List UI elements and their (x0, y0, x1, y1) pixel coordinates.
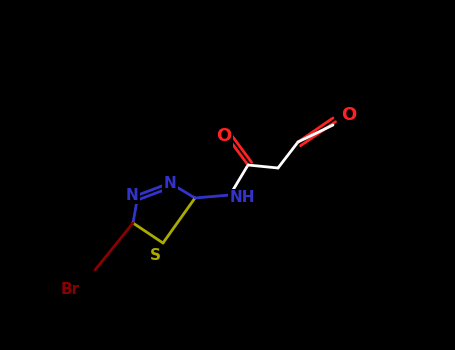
Text: O: O (341, 106, 356, 124)
Text: NH: NH (230, 190, 256, 205)
Text: N: N (164, 175, 177, 190)
Text: S: S (150, 248, 161, 263)
Text: N: N (125, 188, 138, 203)
Text: Br: Br (61, 282, 80, 298)
Text: O: O (217, 127, 232, 145)
